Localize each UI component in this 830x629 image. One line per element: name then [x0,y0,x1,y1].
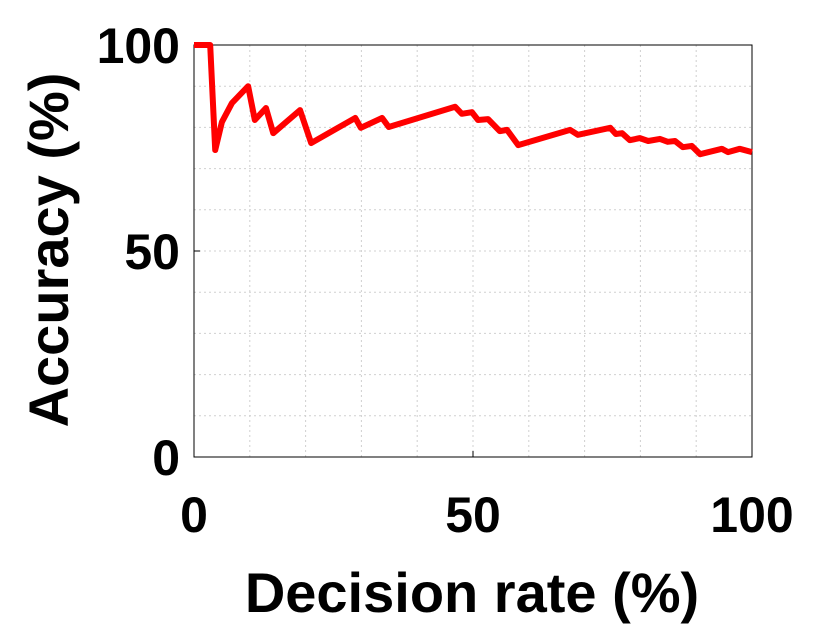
y-tick-label: 0 [152,430,180,486]
y-tick-label: 50 [124,224,180,280]
x-tick-label: 0 [180,487,208,543]
y-tick-label: 100 [97,18,180,74]
x-tick-label: 50 [445,487,501,543]
x-axis-label: Decision rate (%) [245,561,699,624]
y-axis-label: Accuracy (%) [17,73,80,428]
x-tick-label: 100 [710,487,793,543]
data-line [194,42,753,158]
